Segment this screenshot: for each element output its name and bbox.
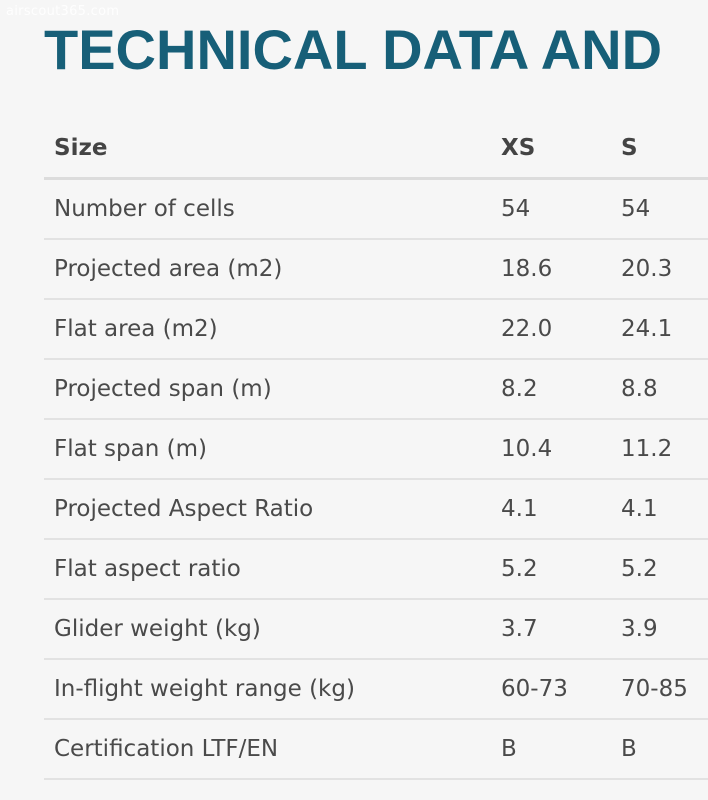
- cell-value: 54: [491, 178, 611, 240]
- cell-value: 70-85: [611, 659, 708, 720]
- page-title: TECHNICAL DATA AND: [44, 18, 663, 81]
- cell-value: 5.2: [491, 539, 611, 600]
- table-row: Flat aspect ratio 5.2 5.2: [44, 539, 708, 600]
- cell-value: B: [611, 719, 708, 780]
- cell-value: 24.1: [611, 299, 708, 360]
- cell-value: 3.9: [611, 599, 708, 660]
- table-header-row: Size XS S: [44, 119, 708, 180]
- cell-value: 10.4: [491, 419, 611, 480]
- table-row: Projected Aspect Ratio 4.1 4.1: [44, 479, 708, 540]
- cell-value: 4.1: [611, 479, 708, 540]
- table-row: Certification LTF/EN B B: [44, 719, 708, 780]
- cell-value: 20.3: [611, 239, 708, 300]
- row-label: Certification LTF/EN: [44, 719, 491, 780]
- cell-value: 8.8: [611, 359, 708, 420]
- table-row: Glider weight (kg) 3.7 3.9: [44, 599, 708, 660]
- cell-value: 8.2: [491, 359, 611, 420]
- row-label: Projected span (m): [44, 359, 491, 420]
- cell-value: 60-73: [491, 659, 611, 720]
- row-label: In-flight weight range (kg): [44, 659, 491, 720]
- technical-data-table: Size XS S Number of cells 54 54 Projected a…: [44, 119, 708, 780]
- row-label: Projected area (m2): [44, 239, 491, 300]
- row-label: Flat span (m): [44, 419, 491, 480]
- cell-value: 22.0: [491, 299, 611, 360]
- header-size: Size: [44, 119, 491, 180]
- table-row: Number of cells 54 54: [44, 178, 708, 240]
- cell-value: 5.2: [611, 539, 708, 600]
- cell-value: 3.7: [491, 599, 611, 660]
- table-row: Flat span (m) 10.4 11.2: [44, 419, 708, 480]
- header-s: S: [611, 119, 708, 180]
- table-row: Projected area (m2) 18.6 20.3: [44, 239, 708, 300]
- cell-value: 11.2: [611, 419, 708, 480]
- row-label: Flat aspect ratio: [44, 539, 491, 600]
- row-label: Number of cells: [44, 178, 491, 240]
- header-xs: XS: [491, 119, 611, 180]
- cell-value: 54: [611, 178, 708, 240]
- row-label: Flat area (m2): [44, 299, 491, 360]
- cell-value: B: [491, 719, 611, 780]
- watermark: airscout365.com: [6, 4, 120, 19]
- table-row: Flat area (m2) 22.0 24.1: [44, 299, 708, 360]
- cell-value: 4.1: [491, 479, 611, 540]
- row-label: Glider weight (kg): [44, 599, 491, 660]
- cell-value: 18.6: [491, 239, 611, 300]
- row-label: Projected Aspect Ratio: [44, 479, 491, 540]
- table-row: Projected span (m) 8.2 8.8: [44, 359, 708, 420]
- table-row: In-flight weight range (kg) 60-73 70-85: [44, 659, 708, 720]
